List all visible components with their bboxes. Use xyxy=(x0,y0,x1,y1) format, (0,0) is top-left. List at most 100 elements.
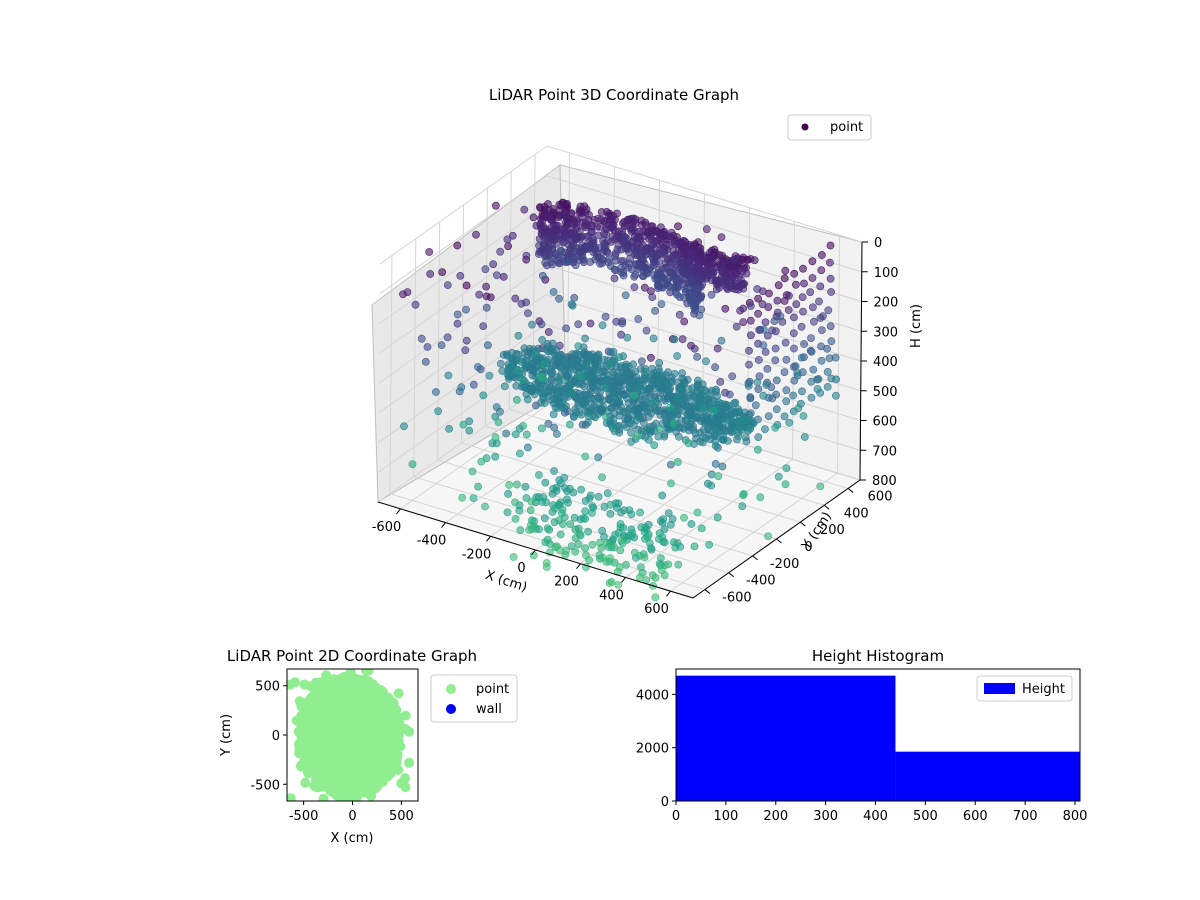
point-3d xyxy=(535,471,543,479)
point-3d xyxy=(644,530,653,539)
point-3d xyxy=(481,502,489,511)
point-3d xyxy=(667,378,676,387)
point-3d xyxy=(800,279,808,288)
point-3d xyxy=(649,240,658,249)
histogram-bar-1 xyxy=(895,751,1080,801)
point-3d xyxy=(606,359,615,368)
point-3d xyxy=(776,312,785,321)
point-3d xyxy=(674,560,683,569)
point-3d xyxy=(542,559,551,567)
point-3d xyxy=(594,410,603,418)
point-3d xyxy=(511,498,519,507)
y-tick-mark-2 xyxy=(752,555,758,561)
point-3d xyxy=(431,388,440,396)
point-3d xyxy=(667,412,676,421)
point-3d xyxy=(588,350,597,359)
point-3d xyxy=(544,419,553,428)
point-3d xyxy=(754,385,763,393)
point-3d xyxy=(469,494,478,502)
point-3d xyxy=(690,344,699,353)
point-3d xyxy=(403,288,412,296)
point-3d xyxy=(756,493,765,502)
y-tick-label-6: 600 xyxy=(868,489,893,504)
point-3d xyxy=(668,515,677,523)
point-3d xyxy=(503,508,512,517)
point-3d xyxy=(711,363,719,372)
point-3d xyxy=(726,278,735,287)
point-2d xyxy=(391,749,402,760)
point-3d xyxy=(687,278,696,286)
yh-tick-label-0: 0 xyxy=(661,795,669,810)
point-2d xyxy=(393,688,404,699)
point-3d xyxy=(521,482,530,491)
point-3d xyxy=(492,403,501,411)
point-3d xyxy=(826,274,835,283)
point-3d xyxy=(496,359,505,368)
y2d-tick-label-1: 0 xyxy=(272,729,280,744)
point-3d xyxy=(567,209,576,217)
point-3d xyxy=(716,377,725,386)
point-3d xyxy=(791,362,800,371)
point-3d xyxy=(577,485,585,494)
point-3d xyxy=(754,309,762,318)
point-3d xyxy=(709,406,718,415)
point-3d xyxy=(597,208,606,216)
point-3d xyxy=(518,376,527,385)
point-2d xyxy=(366,790,377,801)
point-3d xyxy=(602,413,611,421)
point-2d xyxy=(371,752,382,763)
point-3d xyxy=(677,385,686,394)
point-3d xyxy=(644,435,653,444)
point-3d xyxy=(561,208,569,217)
point-3d xyxy=(721,400,730,409)
point-3d xyxy=(781,266,790,275)
point-3d xyxy=(468,467,477,476)
point-3d xyxy=(630,548,639,557)
z-tick-label-3: 300 xyxy=(873,325,898,340)
point-3d xyxy=(544,386,553,395)
point-3d xyxy=(457,383,466,392)
histogram-bar-0 xyxy=(676,675,896,801)
point-3d xyxy=(763,331,772,340)
point-3d xyxy=(538,271,547,280)
point-3d xyxy=(581,334,589,343)
point-3d xyxy=(629,214,638,223)
point-3d xyxy=(540,212,549,221)
point-3d xyxy=(730,399,738,407)
point-3d xyxy=(482,303,491,312)
point-2d xyxy=(324,730,335,741)
xh-tick-label-6: 600 xyxy=(963,809,988,824)
x-tick-label-4: 200 xyxy=(554,575,579,590)
point-2d xyxy=(295,761,306,772)
point-3d xyxy=(790,313,798,322)
point-3d xyxy=(670,369,679,378)
point-3d xyxy=(584,412,593,421)
point-3d xyxy=(654,432,663,441)
point-3d xyxy=(613,209,621,218)
point-2d xyxy=(344,742,355,753)
point-3d xyxy=(634,227,643,236)
point-3d xyxy=(549,410,558,419)
point-3d xyxy=(522,251,531,260)
point-2d xyxy=(301,708,311,719)
point-3d xyxy=(691,429,700,438)
point-2d xyxy=(323,686,334,697)
yh-tick-label-1: 2000 xyxy=(636,742,669,757)
point-2d xyxy=(348,730,359,741)
point-2d xyxy=(356,738,367,749)
point-3d xyxy=(496,247,505,256)
point-2d xyxy=(287,793,296,801)
chart-histogram-legend-label: Height xyxy=(1022,682,1065,697)
point-3d xyxy=(594,492,603,501)
chart-3d-title: LiDAR Point 3D Coordinate Graph xyxy=(489,86,739,104)
point-3d xyxy=(509,553,518,561)
point-3d xyxy=(601,383,610,392)
point-3d xyxy=(575,408,584,417)
point-2d xyxy=(339,789,350,800)
point-3d xyxy=(818,326,826,334)
point-3d xyxy=(712,387,720,396)
point-3d xyxy=(494,418,503,426)
point-3d xyxy=(506,362,515,371)
point-3d xyxy=(438,268,447,276)
point-3d xyxy=(799,307,807,316)
